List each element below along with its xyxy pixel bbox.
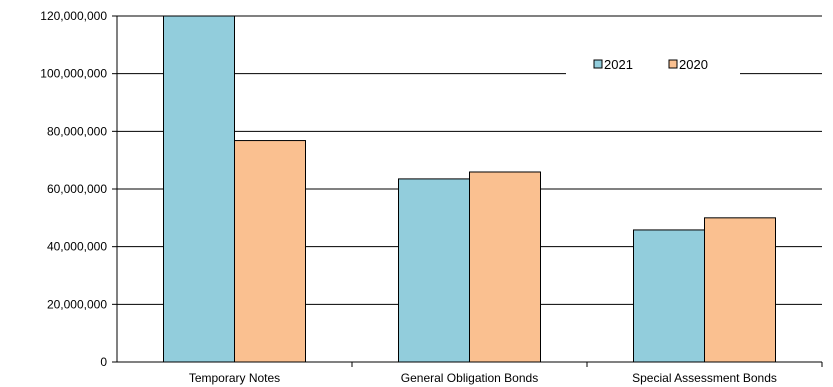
y-axis-ticks: 0 20,000,000 40,000,000 60,000,000 80,000,00… <box>40 9 117 369</box>
bar-2020-2 <box>704 217 776 363</box>
bars <box>163 15 776 363</box>
bar-2021-1 <box>398 178 470 363</box>
legend-box <box>566 50 740 80</box>
x-axis-labels: Temporary Notes General Obligation Bonds S… <box>189 362 823 385</box>
y-tick-label: 20,000,000 <box>47 297 107 311</box>
legend-label-2021: 2021 <box>604 57 633 72</box>
bar-2021-0 <box>163 15 235 363</box>
x-category-label: Special Assessment Bonds <box>632 371 777 385</box>
y-tick-label: 80,000,000 <box>47 124 107 138</box>
y-tick-label: 40,000,000 <box>47 240 107 254</box>
y-tick-label: 60,000,000 <box>47 182 107 196</box>
y-tick-label: 100,000,000 <box>40 67 107 81</box>
y-tick-label: 120,000,000 <box>40 9 107 23</box>
x-category-label: General Obligation Bonds <box>401 371 538 385</box>
bar-2020-1 <box>469 171 541 363</box>
legend-label-2020: 2020 <box>679 57 708 72</box>
legend-swatch-2021 <box>593 59 603 69</box>
bar-2021-2 <box>633 229 705 363</box>
legend-swatch-2020 <box>668 59 678 69</box>
x-category-label: Temporary Notes <box>189 371 280 385</box>
bar-2020-0 <box>234 140 306 363</box>
legend: 2021 2020 <box>566 50 740 80</box>
y-tick-label: 0 <box>100 355 107 369</box>
